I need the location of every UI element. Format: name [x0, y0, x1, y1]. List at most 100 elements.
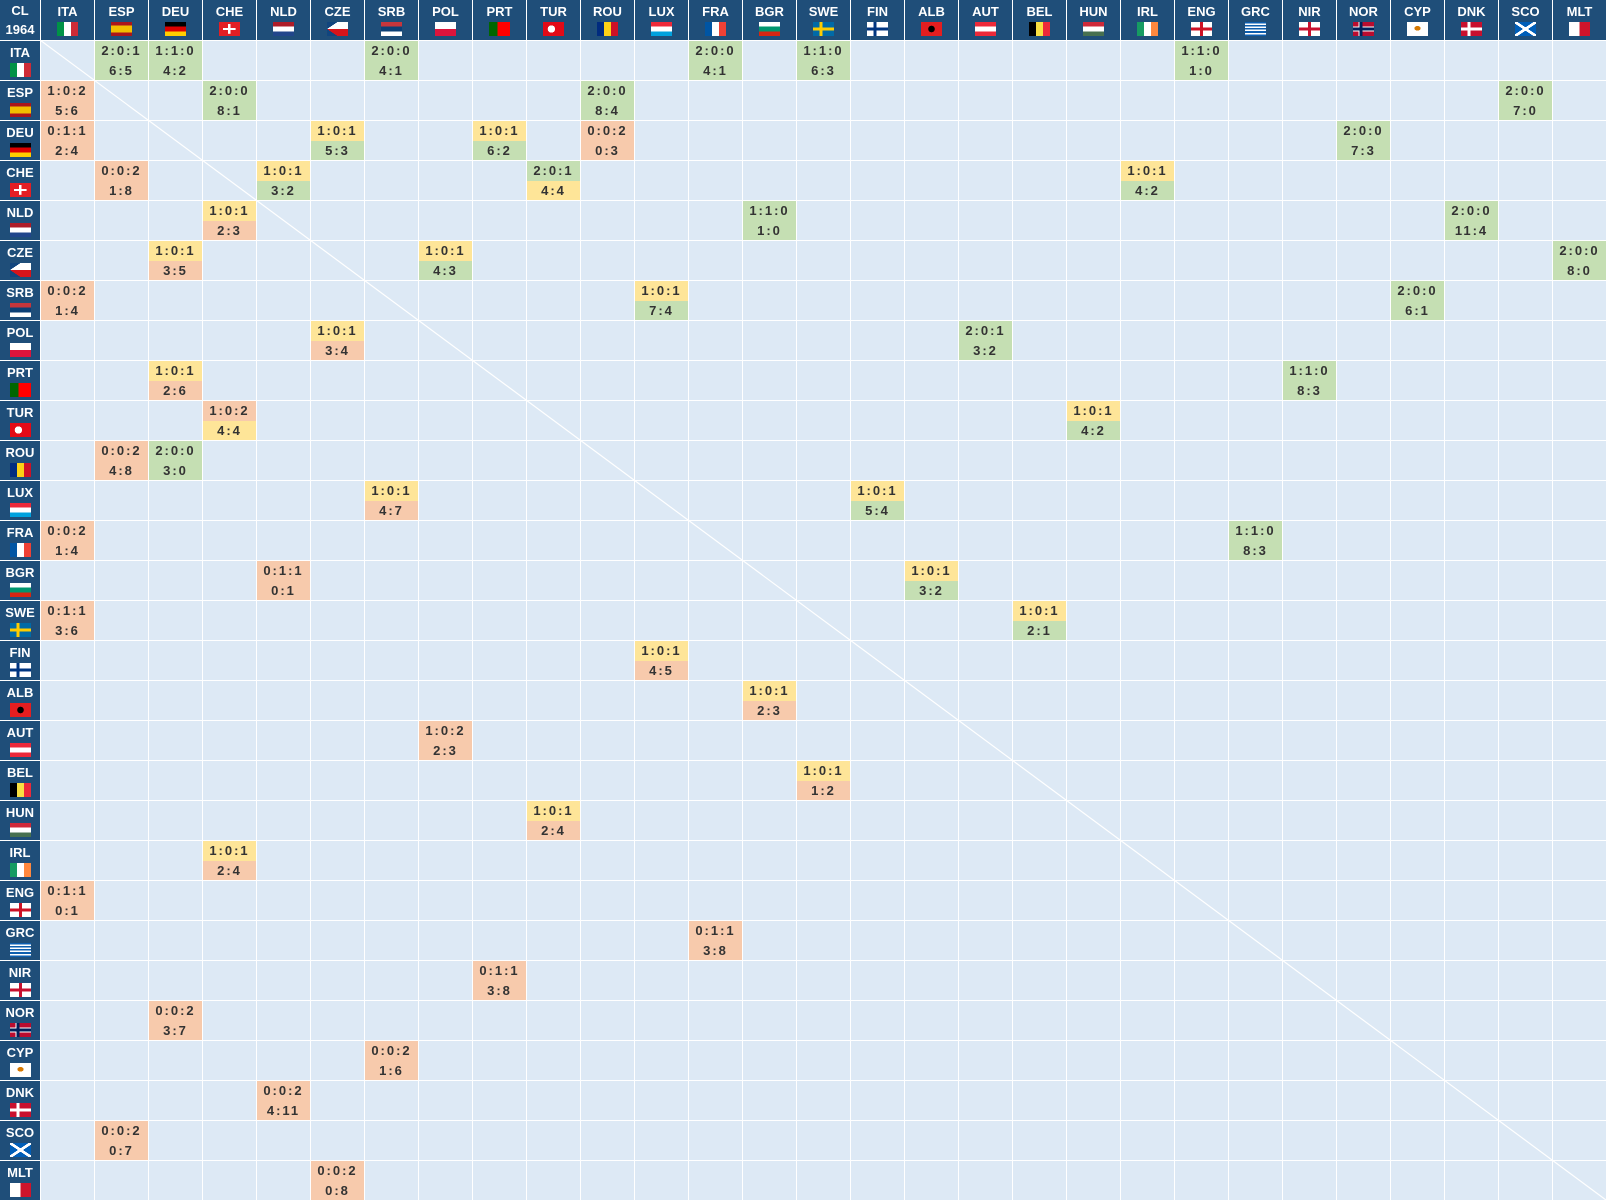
- team-code: CYP: [1404, 4, 1431, 19]
- empty-cell: [149, 921, 202, 960]
- team-code: CYP: [6, 1044, 34, 1060]
- empty-cell: [95, 521, 148, 560]
- empty-cell: [311, 561, 364, 600]
- empty-cell: [95, 1081, 148, 1120]
- empty-cell: [1229, 601, 1282, 640]
- empty-cell: [1067, 561, 1120, 600]
- empty-cell: [1499, 241, 1552, 280]
- empty-cell: [689, 561, 742, 600]
- empty-cell: [95, 601, 148, 640]
- empty-cell: [1175, 881, 1228, 920]
- empty-cell: [473, 1041, 526, 1080]
- empty-cell: [959, 401, 1012, 440]
- flag-aut-icon: [9, 742, 31, 757]
- result-cell: 0:0:2 4:11: [257, 1081, 310, 1120]
- empty-cell: [689, 81, 742, 120]
- empty-cell: [365, 201, 418, 240]
- empty-cell: [1013, 561, 1066, 600]
- empty-cell: [635, 681, 688, 720]
- empty-cell: [1499, 401, 1552, 440]
- empty-cell: [41, 1121, 94, 1160]
- empty-cell: [689, 121, 742, 160]
- empty-cell: [905, 721, 958, 760]
- match-record: 1:1:0: [743, 201, 796, 221]
- empty-cell: [1499, 201, 1552, 240]
- team-code: BEL: [1026, 4, 1053, 19]
- empty-cell: [635, 561, 688, 600]
- flag-ita-icon: [9, 62, 31, 77]
- match-record: 2:0:0: [149, 441, 202, 461]
- empty-cell: [419, 161, 472, 200]
- empty-cell: [743, 241, 796, 280]
- team-code: SRB: [377, 4, 406, 19]
- empty-cell: [1445, 41, 1498, 80]
- empty-cell: [689, 961, 742, 1000]
- empty-cell: [1283, 481, 1336, 520]
- team-code: BEL: [7, 764, 33, 780]
- empty-cell: [1121, 361, 1174, 400]
- match-record: 2:0:0: [1553, 241, 1606, 261]
- goal-aggregate: 2:3: [203, 220, 256, 240]
- empty-cell: [1229, 1161, 1282, 1200]
- result-cell: 0:1:1 0:1: [257, 561, 310, 600]
- team-code: DNK: [5, 1084, 35, 1100]
- empty-cell: [1229, 881, 1282, 920]
- empty-cell: [959, 481, 1012, 520]
- empty-cell: [905, 1041, 958, 1080]
- empty-cell: [365, 441, 418, 480]
- empty-cell: [1391, 601, 1444, 640]
- flag-fin-icon: [867, 22, 888, 36]
- empty-cell: [1013, 441, 1066, 480]
- empty-cell: [149, 881, 202, 920]
- empty-cell: [473, 401, 526, 440]
- empty-cell: [797, 81, 850, 120]
- team-code: MLT: [1566, 4, 1593, 19]
- row-header-alb: ALB: [0, 681, 40, 720]
- empty-cell: [1337, 521, 1390, 560]
- empty-cell: [581, 441, 634, 480]
- empty-cell: [419, 761, 472, 800]
- empty-cell: [1013, 81, 1066, 120]
- empty-cell: [95, 801, 148, 840]
- empty-cell: [1067, 801, 1120, 840]
- empty-cell: [1499, 121, 1552, 160]
- empty-cell: [149, 641, 202, 680]
- empty-cell: [797, 721, 850, 760]
- empty-cell: [851, 201, 904, 240]
- empty-cell: [635, 1001, 688, 1040]
- empty-cell: [41, 561, 94, 600]
- team-code: NIR: [8, 964, 32, 980]
- team-code: IRL: [1137, 4, 1158, 19]
- match-record: 1:0:1: [797, 761, 850, 781]
- match-record: 1:0:1: [473, 121, 526, 141]
- empty-cell: [581, 41, 634, 80]
- empty-cell: [1445, 1121, 1498, 1160]
- empty-cell: [1175, 601, 1228, 640]
- column-header-che: CHE: [203, 0, 256, 40]
- empty-cell: [1067, 81, 1120, 120]
- empty-cell: [581, 1161, 634, 1200]
- flag-mlt-icon: [9, 1182, 31, 1197]
- flag-prt-icon: [9, 382, 31, 397]
- empty-cell: [959, 81, 1012, 120]
- result-cell: 1:1:0 8:3: [1283, 361, 1336, 400]
- empty-cell: [311, 81, 364, 120]
- empty-cell: [95, 1041, 148, 1080]
- empty-cell: [959, 841, 1012, 880]
- empty-cell: [1283, 281, 1336, 320]
- empty-cell: [1337, 1041, 1390, 1080]
- match-record: 2:0:0: [1337, 121, 1390, 141]
- empty-cell: [365, 641, 418, 680]
- empty-cell: [365, 241, 418, 280]
- flag-alb-icon: [9, 702, 31, 717]
- empty-cell: [797, 1081, 850, 1120]
- empty-cell: [1499, 41, 1552, 80]
- match-record: 0:1:1: [41, 881, 94, 901]
- empty-cell: [1445, 641, 1498, 680]
- empty-cell: [905, 1121, 958, 1160]
- empty-cell: [959, 121, 1012, 160]
- empty-cell: [1229, 321, 1282, 360]
- team-code: HUN: [5, 804, 35, 820]
- team-code: TUR: [540, 4, 567, 19]
- empty-cell: [1283, 41, 1336, 80]
